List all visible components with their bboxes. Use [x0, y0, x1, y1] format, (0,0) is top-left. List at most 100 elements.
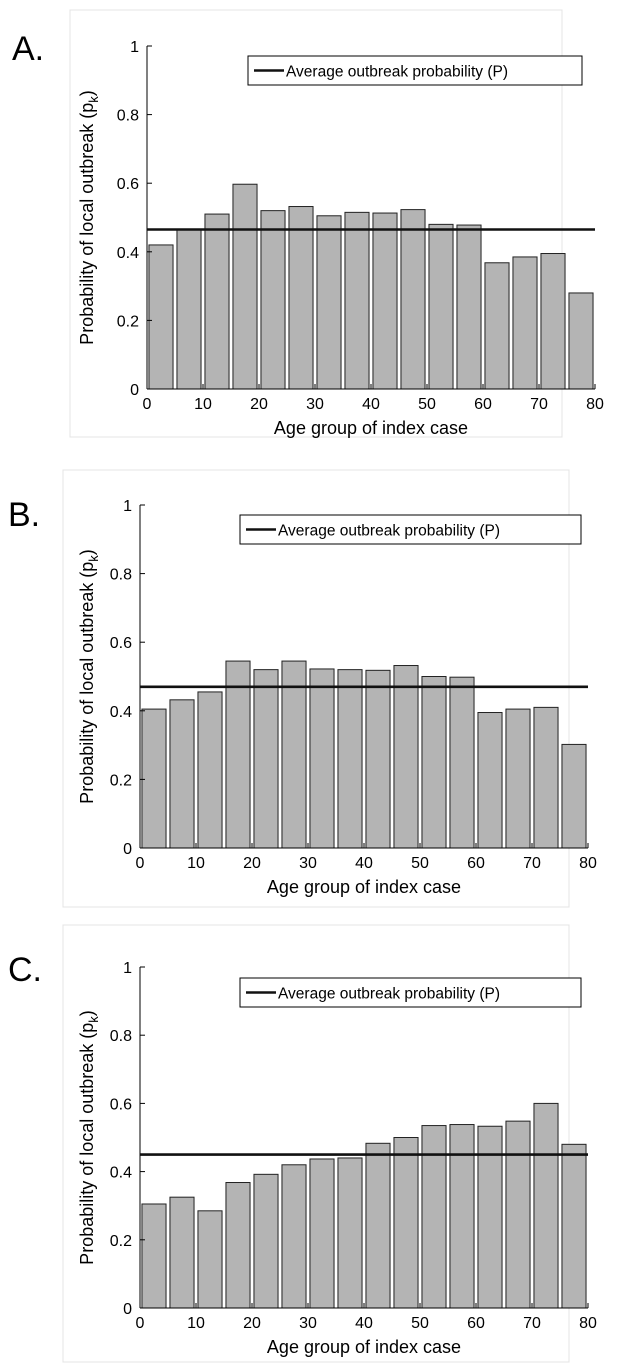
- y-tick-label: 0: [123, 841, 132, 858]
- y-tick-label: 0.4: [110, 704, 132, 721]
- panel-frame: [62, 469, 570, 908]
- y-tick-label: 0: [130, 382, 139, 399]
- bar: [421, 1125, 447, 1309]
- legend-label: Average outbreak probability (P): [278, 523, 500, 540]
- y-tick-label: 0: [123, 1301, 132, 1318]
- y-tick-label: 0.8: [117, 108, 139, 125]
- legend-box: [239, 977, 582, 1008]
- bar: [141, 1203, 167, 1309]
- bar: [169, 1196, 195, 1309]
- bar: [169, 699, 195, 849]
- bar: [253, 1173, 279, 1309]
- bar-chart: A. 0 10 20 30 40 50 60 70 80 0 0.2 0.4 0.6 0.8 1 Average…: [12, 9, 604, 438]
- bar: [225, 1182, 251, 1309]
- bar: [197, 1210, 223, 1309]
- y-tick-label: 0.6: [117, 176, 139, 193]
- y-tick-label: 1: [123, 960, 132, 977]
- bar: [561, 743, 587, 849]
- x-tick-label: 30: [299, 1315, 317, 1332]
- legend-box: [239, 514, 582, 545]
- y-tick-label: 1: [123, 498, 132, 515]
- bar: [477, 712, 503, 849]
- x-tick-label: 60: [467, 1315, 485, 1332]
- x-tick-label: 50: [411, 855, 429, 872]
- bar: [428, 223, 454, 390]
- bar: [365, 669, 391, 849]
- bar: [484, 262, 510, 390]
- legend-box: [247, 55, 583, 86]
- bar: [337, 669, 363, 849]
- bar: [449, 1124, 475, 1309]
- bar: [561, 1143, 587, 1309]
- bar: [253, 669, 279, 849]
- bar: [197, 691, 223, 849]
- bar: [393, 1137, 419, 1309]
- bar: [372, 212, 398, 390]
- bar: [512, 256, 538, 390]
- x-tick-label: 10: [187, 855, 205, 872]
- bar: [540, 253, 566, 390]
- x-tick-label: 10: [194, 396, 212, 413]
- x-tick-label: 0: [143, 396, 152, 413]
- x-tick-label: 0: [136, 1315, 145, 1332]
- bar: [456, 224, 482, 390]
- bar: [533, 1102, 559, 1309]
- y-tick-label: 0.2: [110, 1233, 132, 1250]
- y-tick-label: 0.2: [110, 772, 132, 789]
- x-tick-label: 80: [579, 855, 597, 872]
- x-tick-label: 50: [418, 396, 436, 413]
- bar: [568, 292, 594, 390]
- bar: [225, 660, 251, 849]
- x-tick-label: 60: [474, 396, 492, 413]
- panel-frame: [62, 924, 570, 1363]
- bar: [281, 1164, 307, 1309]
- x-tick-label: 30: [299, 855, 317, 872]
- x-tick-label: 70: [523, 1315, 541, 1332]
- panel-frame: [69, 9, 563, 438]
- bar: [281, 660, 307, 849]
- bar: [141, 708, 167, 849]
- bar: [477, 1125, 503, 1309]
- x-tick-label: 70: [530, 396, 548, 413]
- y-tick-label: 1: [130, 39, 139, 56]
- panel-label: C.: [8, 951, 42, 989]
- y-tick-label: 0.6: [110, 635, 132, 652]
- x-tick-label: 60: [467, 855, 485, 872]
- y-tick-label: 0.4: [117, 245, 139, 262]
- bar: [288, 206, 314, 390]
- x-tick-label: 30: [306, 396, 324, 413]
- bar: [365, 1142, 391, 1309]
- x-tick-label: 20: [243, 1315, 261, 1332]
- y-tick-label: 0.8: [110, 567, 132, 584]
- bar: [337, 1157, 363, 1309]
- bar-chart: C. 0 10 20 30 40 50 60 70 80 0 0.2 0.4 0.6 0.8 1 Average…: [8, 924, 597, 1363]
- bar: [309, 1158, 335, 1309]
- x-tick-label: 20: [243, 855, 261, 872]
- y-axis-label: Probability of local outbreak (pk): [77, 1010, 101, 1265]
- y-tick-label: 0.4: [110, 1165, 132, 1182]
- y-tick-label: 0.6: [110, 1096, 132, 1113]
- x-axis-label: Age group of index case: [267, 877, 461, 897]
- x-tick-label: 40: [362, 396, 380, 413]
- x-axis-label: Age group of index case: [274, 418, 468, 438]
- bar: [421, 676, 447, 849]
- bar: [400, 209, 426, 390]
- chart-panel: A. 0 10 20 30 40 50 60 70 80 0 0.2 0.4 0.6 0.8 1 Average…: [0, 0, 636, 455]
- bar: [533, 706, 559, 849]
- bar: [449, 676, 475, 849]
- chart-panel: B. 0 10 20 30 40 50 60 70 80 0 0.2 0.4 0.6 0.8 1 Average…: [0, 455, 636, 910]
- y-axis-label: Probability of local outbreak (pk): [77, 549, 101, 804]
- x-tick-label: 50: [411, 1315, 429, 1332]
- bar: [204, 213, 230, 390]
- x-tick-label: 80: [579, 1315, 597, 1332]
- bar: [505, 708, 531, 849]
- x-tick-label: 40: [355, 1315, 373, 1332]
- panel-label: A.: [12, 30, 44, 68]
- chart-panel: C. 0 10 20 30 40 50 60 70 80 0 0.2 0.4 0.6 0.8 1 Average…: [0, 910, 636, 1365]
- bar: [316, 215, 342, 390]
- bar: [176, 229, 202, 390]
- panel-label: B.: [8, 496, 40, 534]
- legend-label: Average outbreak probability (P): [286, 64, 508, 81]
- bar: [148, 244, 174, 390]
- x-tick-label: 40: [355, 855, 373, 872]
